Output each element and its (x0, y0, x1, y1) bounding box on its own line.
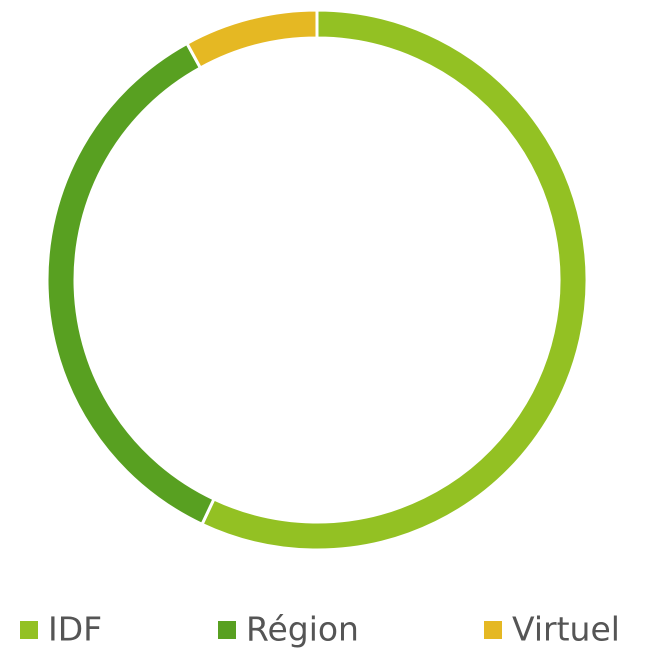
legend-swatch (20, 621, 38, 639)
slice (200, 8, 589, 552)
slice (184, 8, 319, 70)
legend-swatch (218, 621, 236, 639)
legend-swatch (484, 621, 502, 639)
legend-label: Région (246, 610, 359, 649)
legend-label: Virtuel (512, 610, 620, 649)
slice (45, 41, 216, 527)
legend-label: IDF (48, 610, 102, 649)
